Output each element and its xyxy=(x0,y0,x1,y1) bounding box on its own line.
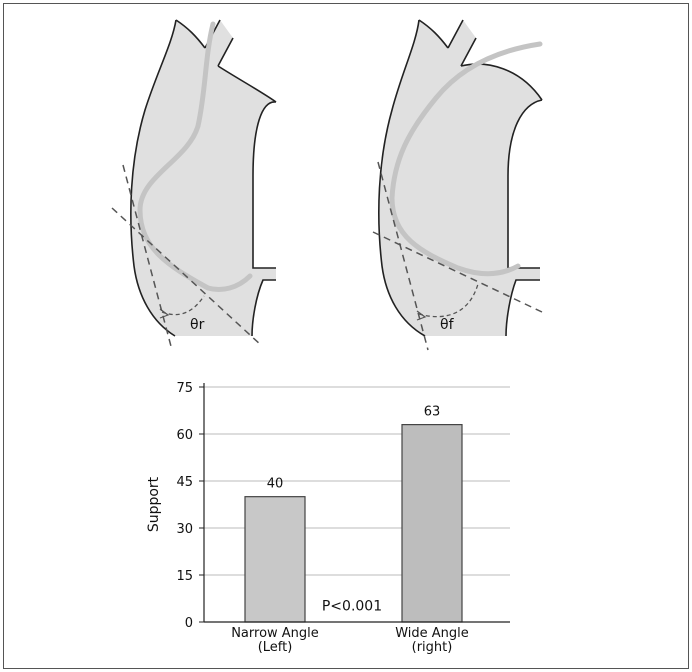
chart-y-tick-label: 15 xyxy=(176,569,193,584)
chart-y-tick-label: 0 xyxy=(185,616,193,631)
chart-bars xyxy=(245,425,462,622)
left-angle-label: θr xyxy=(190,317,205,333)
right-angle-label: θf xyxy=(440,317,455,333)
chart-bar xyxy=(245,497,305,622)
left-vessel-inner-wall xyxy=(252,102,276,336)
chart-y-tick-label: 45 xyxy=(176,475,193,490)
left-arch-diagram: θr xyxy=(112,20,276,350)
right-vessel-body xyxy=(379,20,542,336)
chart-data-label: 63 xyxy=(424,405,441,420)
support-bar-chart: 0 15 30 45 60 75 40 63 Narrow Angle (Left) Wide … xyxy=(146,381,510,655)
chart-p-value-annotation: P<0.001 xyxy=(322,599,382,615)
chart-x-tick-labels: Narrow Angle (Left) Wide Angle (right) xyxy=(231,626,469,655)
chart-y-tick-label: 75 xyxy=(176,381,193,396)
chart-y-ticks: 0 15 30 45 60 75 xyxy=(176,381,204,631)
chart-bar xyxy=(402,425,462,622)
chart-y-tick-label: 30 xyxy=(176,522,193,537)
chart-category-label: Narrow Angle (Left) xyxy=(231,626,319,655)
chart-y-axis-label: Support xyxy=(146,476,162,532)
chart-y-tick-label: 60 xyxy=(176,428,193,443)
chart-data-label: 40 xyxy=(267,477,284,492)
chart-category-label: Wide Angle (right) xyxy=(395,626,469,655)
right-arch-diagram: θf xyxy=(373,20,542,350)
